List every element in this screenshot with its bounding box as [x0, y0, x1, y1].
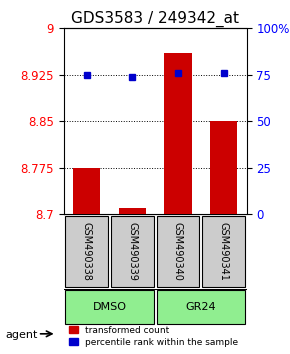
Bar — [164, 53, 192, 214]
Text: GSM490340: GSM490340 — [173, 222, 183, 281]
Text: DMSO: DMSO — [93, 302, 126, 312]
Text: GSM490341: GSM490341 — [219, 222, 229, 281]
Text: GR24: GR24 — [186, 302, 216, 312]
FancyBboxPatch shape — [157, 216, 200, 287]
FancyBboxPatch shape — [65, 216, 108, 287]
Title: GDS3583 / 249342_at: GDS3583 / 249342_at — [71, 11, 239, 27]
Text: GSM490339: GSM490339 — [127, 222, 137, 281]
FancyBboxPatch shape — [65, 290, 154, 324]
Bar — [210, 121, 237, 214]
FancyBboxPatch shape — [157, 290, 245, 324]
Bar — [119, 208, 146, 214]
Text: agent: agent — [6, 330, 38, 339]
Bar — [73, 168, 100, 214]
Legend: transformed count, percentile rank within the sample: transformed count, percentile rank withi… — [66, 323, 241, 349]
FancyBboxPatch shape — [202, 216, 245, 287]
Text: GSM490338: GSM490338 — [82, 222, 92, 281]
FancyBboxPatch shape — [111, 216, 154, 287]
